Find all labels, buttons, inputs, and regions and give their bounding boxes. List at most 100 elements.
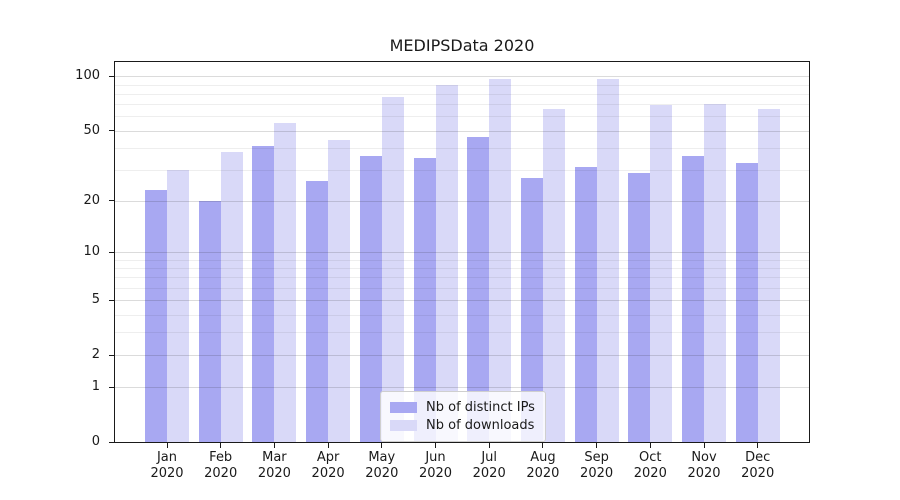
minor-gridline xyxy=(115,116,809,118)
bar-downloads-jan xyxy=(167,169,189,442)
x-tick-label-year: 2020 xyxy=(257,465,291,481)
x-tick-label-year: 2020 xyxy=(150,465,184,481)
x-tick-label-year: 2020 xyxy=(526,465,560,481)
bar-downloads-may xyxy=(381,96,404,442)
bar-downloads-oct xyxy=(650,105,673,442)
x-tick-label: Jul 2020 xyxy=(457,450,521,481)
x-tick-label-month: Mar xyxy=(262,450,287,465)
legend-swatch xyxy=(390,420,417,431)
major-gridline xyxy=(115,130,809,132)
bar-ips-aug xyxy=(520,177,543,442)
x-tick-label-year: 2020 xyxy=(365,465,399,481)
x-axis-tick xyxy=(273,443,275,448)
y-tick-label: 100 xyxy=(75,68,100,84)
x-tick-label-year: 2020 xyxy=(472,465,506,481)
major-gridline xyxy=(115,387,809,389)
x-tick-label: Nov 2020 xyxy=(672,450,736,481)
x-tick-label-year: 2020 xyxy=(311,465,345,481)
x-tick-label: May 2020 xyxy=(350,450,414,481)
bar-downloads-feb xyxy=(220,151,243,442)
legend-item-distinct-ips: Nb of distinct IPs xyxy=(390,399,535,416)
x-axis-tick xyxy=(435,443,436,448)
x-tick-label-year: 2020 xyxy=(204,465,238,481)
y-axis-tick xyxy=(109,251,114,253)
chart-title: MEDIPSData 2020 xyxy=(389,36,535,55)
minor-gridline xyxy=(115,332,809,334)
x-tick-label: Dec 2020 xyxy=(726,450,790,481)
minor-gridline xyxy=(115,277,809,279)
plot-area: Nb of distinct IPs Nb of downloads xyxy=(114,61,810,443)
x-tick-label: Oct 2020 xyxy=(618,450,682,481)
y-axis-tick xyxy=(109,299,114,301)
bar-downloads-sep xyxy=(596,78,619,442)
x-axis-tick xyxy=(220,443,222,448)
legend-label: Nb of distinct IPs xyxy=(426,400,535,415)
legend: Nb of distinct IPs Nb of downloads xyxy=(380,391,546,442)
x-tick-label: Jun 2020 xyxy=(404,450,468,481)
minor-gridline xyxy=(115,267,809,269)
minor-gridline xyxy=(115,147,809,149)
bar-downloads-jul xyxy=(489,78,512,442)
x-tick-label: Jan 2020 xyxy=(135,450,199,481)
y-axis-tick xyxy=(109,200,114,202)
x-tick-label-year: 2020 xyxy=(687,465,721,481)
x-tick-label-month: May xyxy=(368,450,396,465)
major-gridline xyxy=(115,355,809,356)
legend-swatch xyxy=(390,402,417,413)
bar-ips-nov xyxy=(682,155,704,442)
x-tick-label-month: Apr xyxy=(316,450,340,465)
y-axis-tick xyxy=(109,386,114,388)
minor-gridline xyxy=(115,314,809,316)
x-tick-label: Feb 2020 xyxy=(189,450,253,481)
x-axis-tick xyxy=(757,443,759,448)
x-tick-label-month: Aug xyxy=(530,450,556,465)
x-axis-tick xyxy=(488,443,490,448)
minor-gridline xyxy=(115,84,809,86)
y-tick-label: 50 xyxy=(83,122,100,138)
y-axis-tick xyxy=(109,441,114,443)
bar-downloads-apr xyxy=(328,140,351,442)
legend-item-downloads: Nb of downloads xyxy=(390,417,535,434)
bar-ips-dec xyxy=(735,162,758,442)
x-axis-tick xyxy=(327,443,329,448)
bar-downloads-mar xyxy=(274,123,297,442)
minor-gridline xyxy=(115,259,809,261)
x-tick-label-year: 2020 xyxy=(580,465,614,481)
x-tick-label-month: Nov xyxy=(691,450,717,465)
x-tick-label: Mar 2020 xyxy=(242,450,306,481)
bar-ips-oct xyxy=(628,172,651,442)
y-axis-tick xyxy=(109,130,114,131)
x-tick-label: Sep 2020 xyxy=(565,450,629,481)
minor-gridline xyxy=(115,287,809,289)
x-tick-label-year: 2020 xyxy=(741,465,775,481)
x-tick-label: Apr 2020 xyxy=(296,450,360,481)
minor-gridline xyxy=(115,104,809,106)
y-tick-label: 2 xyxy=(91,347,100,362)
x-tick-label-month: Dec xyxy=(745,450,771,465)
x-axis-tick xyxy=(381,443,383,448)
x-tick-label-month: Oct xyxy=(639,450,662,465)
y-tick-label: 5 xyxy=(91,292,100,307)
minor-gridline xyxy=(115,93,809,95)
y-tick-label: 20 xyxy=(83,192,100,208)
y-tick-label: 10 xyxy=(83,244,100,259)
x-tick-label-month: Jul xyxy=(481,450,498,465)
x-tick-label-month: Feb xyxy=(209,450,233,465)
bar-ips-jul xyxy=(467,136,490,442)
bar-ips-jun xyxy=(413,158,436,442)
major-gridline xyxy=(115,300,809,301)
bar-downloads-jun xyxy=(435,84,458,442)
x-tick-label: Aug 2020 xyxy=(511,450,575,481)
x-axis-tick xyxy=(542,443,544,448)
minor-gridline xyxy=(115,169,809,171)
x-tick-label-month: Sep xyxy=(584,450,609,465)
x-axis-tick xyxy=(703,443,705,448)
x-axis-tick xyxy=(596,443,598,448)
y-tick-label: 0 xyxy=(91,434,100,449)
bar-ips-apr xyxy=(306,180,329,442)
legend-label: Nb of downloads xyxy=(426,418,535,433)
bar-ips-jan xyxy=(145,190,167,442)
x-tick-label-year: 2020 xyxy=(418,465,453,481)
x-tick-label-month: Jun xyxy=(425,450,446,465)
